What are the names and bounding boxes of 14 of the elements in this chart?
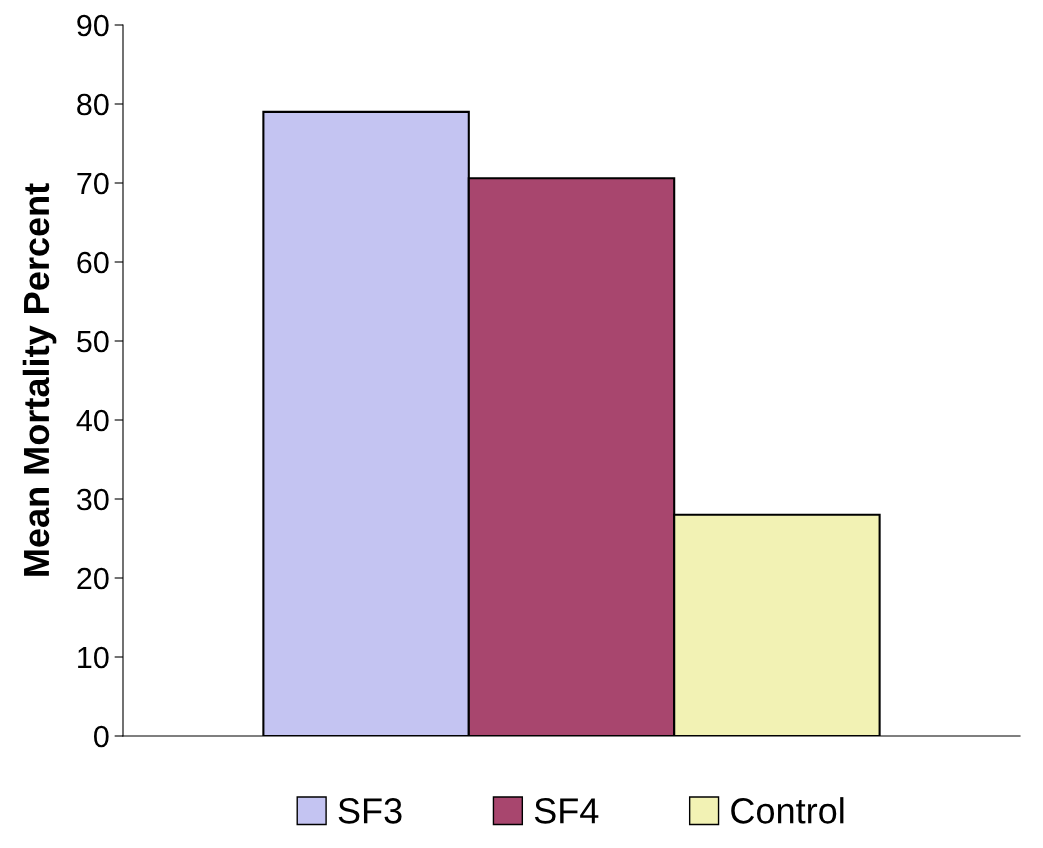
legend-label: Control xyxy=(731,797,844,824)
y-tick-label: 20 xyxy=(77,567,109,590)
y-tick-label: 10 xyxy=(78,646,109,669)
y-axis-title: Mean Mortality Percent xyxy=(22,183,57,576)
y-tick-label: 80 xyxy=(77,93,109,116)
y-tick-label: 60 xyxy=(77,251,109,274)
y-tick-label: 40 xyxy=(76,409,109,432)
y-tick-label: 70 xyxy=(77,172,109,195)
legend-label: SF3 xyxy=(338,798,402,824)
legend-label: SF4 xyxy=(534,798,599,824)
y-tick-label: 50 xyxy=(77,330,109,353)
y-tick-label: 0 xyxy=(94,725,109,748)
y-tick-label: 90 xyxy=(77,14,109,37)
y-tick-label: 30 xyxy=(76,488,109,511)
